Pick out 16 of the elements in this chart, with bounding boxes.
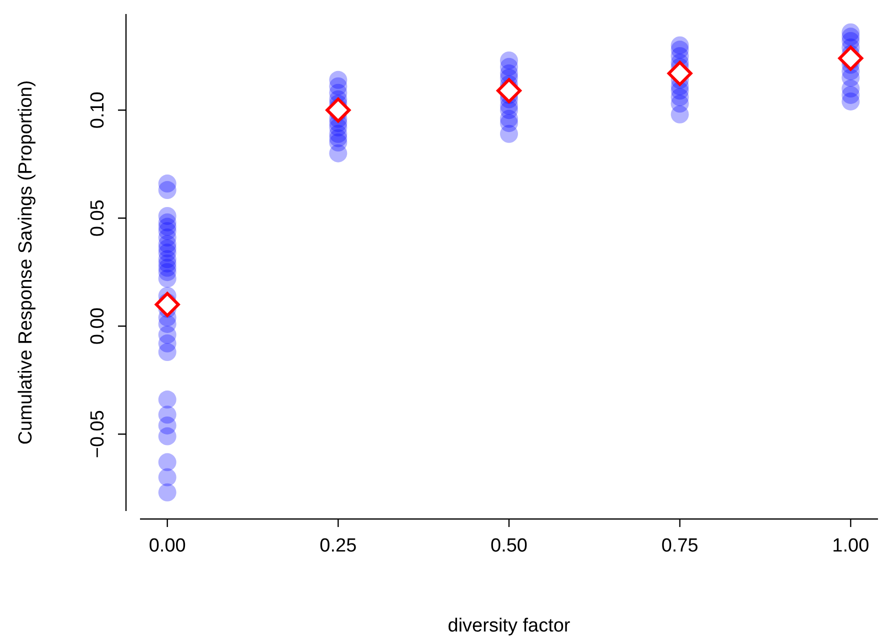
y-tick-label: 0.05 bbox=[88, 200, 109, 237]
x-axis-title: diversity factor bbox=[448, 616, 571, 637]
point bbox=[326, 98, 351, 123]
x-tick-label: 0.25 bbox=[320, 536, 357, 557]
y-tick-label: 0.10 bbox=[88, 92, 109, 129]
x-tick-label: 1.00 bbox=[832, 536, 870, 557]
point bbox=[154, 292, 180, 318]
point bbox=[496, 78, 522, 104]
point bbox=[667, 60, 692, 86]
x-tick-label: 0.00 bbox=[148, 536, 186, 557]
point bbox=[838, 46, 864, 71]
x-tick-label: 0.75 bbox=[661, 536, 698, 557]
y-tick-label: 0.00 bbox=[88, 308, 109, 345]
y-tick-label: −0.05 bbox=[88, 410, 109, 458]
x-tick-label: 0.50 bbox=[490, 536, 528, 557]
y-axis-title: Cumulative Response Savings (Proportion) bbox=[16, 80, 37, 445]
